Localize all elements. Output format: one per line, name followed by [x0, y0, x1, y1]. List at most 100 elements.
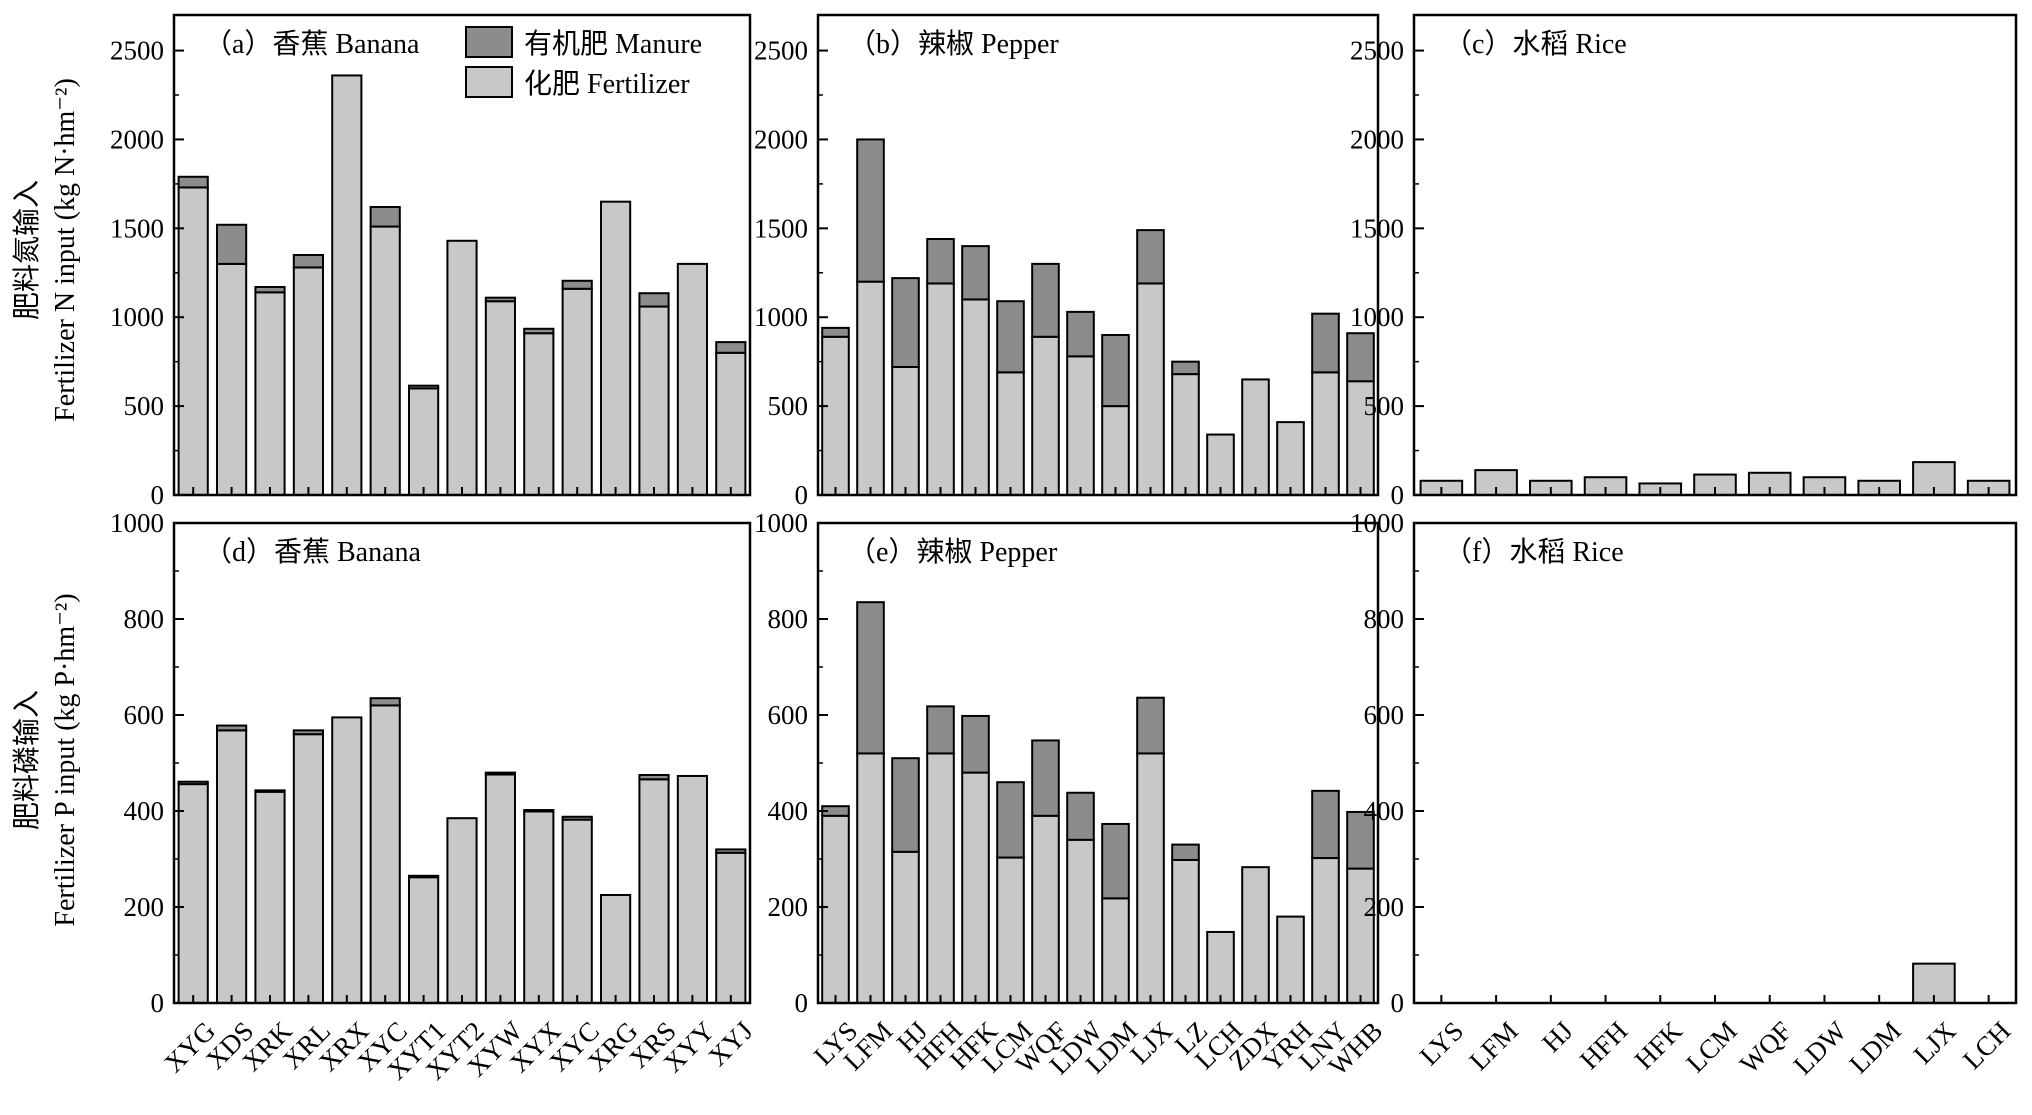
- bar-fertilizer-d-14: [715, 851, 747, 1005]
- bar-fertilizer-b-3: [926, 282, 955, 496]
- bar-fertilizer-a-4: [331, 74, 363, 496]
- y-tick-label-d-4: 800: [124, 604, 165, 634]
- panel-title-a: （a）香蕉 Banana: [204, 28, 420, 60]
- bar-manure-e-14: [1311, 789, 1340, 860]
- bar-fertilizer-a-9: [523, 332, 555, 496]
- panel-frame-a: [172, 13, 752, 497]
- bar-manure-a-5: [369, 206, 401, 228]
- y-tick-label-a-5: 2500: [110, 36, 164, 66]
- bar-fertilizer-d-12: [638, 778, 670, 1004]
- bar-manure-a-0: [177, 175, 209, 189]
- y-tick-label-e-5: 1000: [754, 508, 808, 538]
- bar-fertilizer-e-9: [1136, 752, 1165, 1005]
- panel-frame-e: [816, 521, 1380, 1005]
- panel-title-c: （c）水稻 Rice: [1444, 28, 1627, 60]
- y-tick-label-d-3: 600: [124, 700, 165, 730]
- y-tick-label-a-1: 500: [124, 391, 165, 421]
- bar-fertilizer-d-8: [484, 773, 516, 1005]
- bar-fertilizer-a-6: [408, 387, 440, 496]
- bar-fertilizer-d-0: [177, 783, 209, 1004]
- bar-manure-e-2: [891, 757, 920, 853]
- bar-fertilizer-a-8: [484, 300, 516, 496]
- bar-fertilizer-e-3: [926, 752, 955, 1005]
- y-tick-label-e-0: 0: [795, 988, 809, 1018]
- bar-fertilizer-e-14: [1311, 857, 1340, 1004]
- category-label-f-9: LJX: [1908, 1015, 1962, 1069]
- bar-fertilizer-b-7: [1066, 355, 1095, 496]
- bar-fertilizer-b-6: [1031, 335, 1060, 496]
- y-tick-label-e-4: 800: [768, 604, 809, 634]
- bar-fertilizer-d-6: [408, 876, 440, 1004]
- bar-manure-b-0: [821, 326, 850, 338]
- bar-manure-a-6: [408, 384, 440, 390]
- bar-manure-a-10: [561, 279, 593, 290]
- bar-fertilizer-a-13: [676, 262, 708, 497]
- panel-frame-f: [1412, 521, 2018, 1005]
- legend: 有机肥 Manure 化肥 Fertilizer: [465, 26, 702, 100]
- y-axis-title-n-line2: Fertilizer N input (kg N·hm⁻²): [50, 78, 81, 422]
- panel-frame-b: [816, 13, 1380, 497]
- bar-fertilizer-e-11: [1206, 930, 1235, 1005]
- bar-fertilizer-d-9: [523, 810, 555, 1004]
- bar-fertilizer-d-5: [369, 704, 401, 1005]
- bar-fertilizer-a-12: [638, 305, 670, 496]
- panel-title-d: （d）香蕉 Banana: [204, 536, 422, 568]
- bar-fertilizer-e-0: [821, 814, 850, 1004]
- bar-fertilizer-e-1: [856, 752, 885, 1005]
- bar-fertilizer-a-0: [177, 186, 209, 496]
- bar-fertilizer-d-2: [254, 790, 286, 1004]
- y-tick-label-f-3: 600: [1364, 700, 1405, 730]
- y-tick-label-b-4: 2000: [754, 124, 808, 154]
- y-tick-label-e-3: 600: [768, 700, 809, 730]
- legend-swatch-fertilizer: [465, 66, 513, 98]
- y-tick-label-a-0: 0: [151, 480, 165, 510]
- bar-fertilizer-a-3: [292, 266, 324, 496]
- bar-manure-e-3: [926, 705, 955, 755]
- bar-manure-d-6: [408, 874, 440, 879]
- panel-frame-d: [172, 521, 752, 1005]
- y-tick-label-d-1: 200: [124, 892, 165, 922]
- bar-fertilizer-b-4: [961, 298, 990, 496]
- bar-fertilizer-d-7: [446, 817, 478, 1005]
- y-tick-label-c-3: 1500: [1350, 213, 1404, 243]
- legend-swatch-manure: [465, 26, 513, 58]
- bar-manure-e-6: [1031, 739, 1060, 817]
- bar-fertilizer-d-11: [600, 894, 632, 1004]
- bar-fertilizer-b-9: [1136, 282, 1165, 496]
- category-label-d-14: XYJ: [702, 1016, 758, 1072]
- bar-manure-b-9: [1136, 229, 1165, 285]
- bar-manure-a-1: [216, 223, 248, 265]
- bar-manure-d-1: [216, 724, 248, 732]
- bar-fertilizer-a-14: [715, 351, 747, 496]
- bar-fertilizer-e-13: [1276, 915, 1305, 1004]
- bar-fertilizer-e-4: [961, 771, 990, 1004]
- bar-manure-b-10: [1171, 360, 1200, 376]
- panel-title-b: （b）辣椒 Pepper: [848, 28, 1059, 60]
- bar-fertilizer-b-10: [1171, 373, 1200, 496]
- bar-fertilizer-a-5: [369, 225, 401, 496]
- y-tick-label-a-4: 2000: [110, 124, 164, 154]
- panel-title-e: （e）辣椒 Pepper: [848, 536, 1058, 568]
- y-tick-label-b-2: 1000: [754, 302, 808, 332]
- bar-manure-e-7: [1066, 791, 1095, 841]
- y-tick-label-b-3: 1500: [754, 213, 808, 243]
- bar-manure-a-8: [484, 296, 516, 303]
- y-axis-title-n-line1: 肥料氮输入: [11, 180, 43, 320]
- bar-manure-e-4: [961, 714, 990, 774]
- bar-manure-d-9: [523, 809, 555, 813]
- bar-manure-a-12: [638, 292, 670, 308]
- bar-manure-b-7: [1066, 310, 1095, 358]
- y-tick-label-f-0: 0: [1391, 988, 1405, 1018]
- bar-manure-b-5: [996, 300, 1025, 374]
- category-label-f-8: LDM: [1843, 1016, 1907, 1080]
- bar-manure-d-0: [177, 780, 209, 786]
- bar-fertilizer-e-7: [1066, 838, 1095, 1004]
- y-tick-label-e-1: 200: [768, 892, 809, 922]
- bar-manure-d-10: [561, 815, 593, 821]
- bar-fertilizer-e-5: [996, 856, 1025, 1004]
- legend-label-manure: 有机肥 Manure: [524, 28, 702, 60]
- category-label-f-4: HFK: [1629, 1015, 1689, 1075]
- panel-d: XYGXDSXRKXRLXRXXYCXYT1XYT2XYWXYXXYCXRGXR…: [110, 508, 759, 1086]
- bar-fertilizer-b-14: [1311, 371, 1340, 496]
- bar-fertilizer-a-2: [254, 291, 286, 496]
